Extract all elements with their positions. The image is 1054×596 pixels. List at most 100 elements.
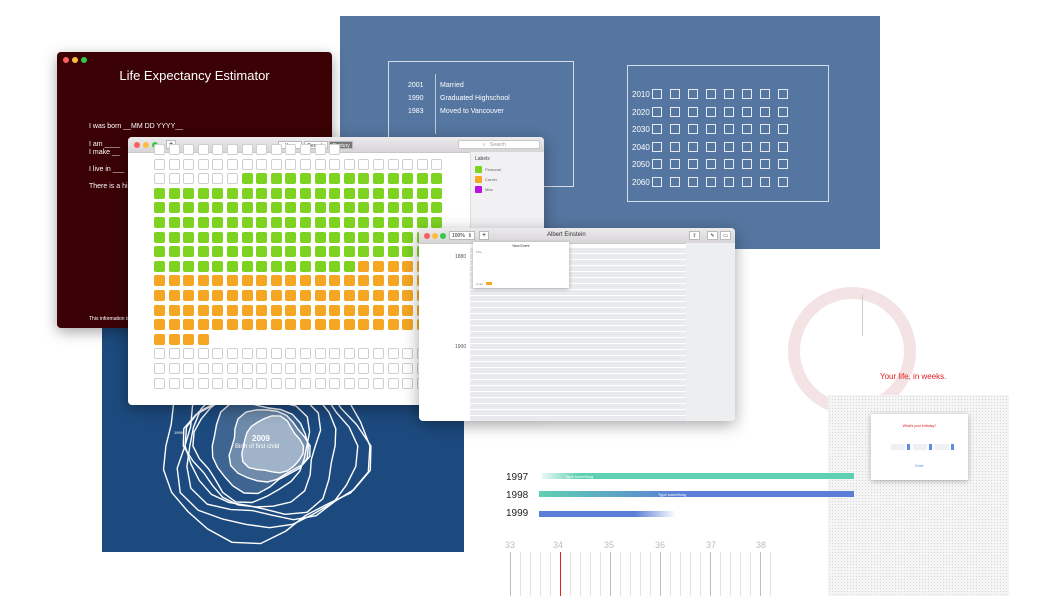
week-cell[interactable] bbox=[270, 173, 282, 185]
week-cell[interactable] bbox=[416, 158, 428, 170]
week-cell[interactable] bbox=[168, 158, 180, 170]
week-cell[interactable] bbox=[154, 173, 165, 185]
event-row[interactable] bbox=[470, 368, 686, 373]
week-cell[interactable] bbox=[387, 202, 399, 214]
week-cell[interactable] bbox=[227, 246, 238, 258]
week-cell[interactable] bbox=[197, 363, 209, 374]
week-cell[interactable] bbox=[358, 290, 370, 301]
week-cell[interactable] bbox=[343, 158, 355, 170]
week-cell[interactable] bbox=[387, 217, 399, 228]
week-cell[interactable] bbox=[343, 304, 355, 316]
week-cell[interactable] bbox=[402, 304, 414, 316]
week-cell[interactable] bbox=[183, 377, 195, 389]
week-cell[interactable] bbox=[285, 217, 297, 228]
week-cell[interactable] bbox=[314, 173, 326, 185]
week-cell[interactable] bbox=[241, 290, 253, 301]
week-cell[interactable] bbox=[154, 319, 165, 331]
week-cell[interactable] bbox=[241, 231, 253, 243]
week-cell[interactable] bbox=[227, 217, 238, 228]
week-cell[interactable] bbox=[270, 377, 282, 389]
week-cell[interactable] bbox=[285, 173, 297, 185]
week-cell[interactable] bbox=[329, 377, 341, 389]
week-cell[interactable] bbox=[300, 173, 311, 185]
week-cell[interactable] bbox=[241, 319, 253, 331]
week-cell[interactable] bbox=[212, 275, 224, 287]
close-button[interactable] bbox=[424, 233, 430, 239]
week-cell[interactable] bbox=[168, 173, 180, 185]
week-cell[interactable] bbox=[387, 377, 399, 389]
week-cell[interactable] bbox=[358, 304, 370, 316]
week-cell[interactable] bbox=[270, 202, 282, 214]
week-cell[interactable] bbox=[285, 260, 297, 272]
week-cell[interactable] bbox=[402, 290, 414, 301]
week-cell[interactable] bbox=[402, 377, 414, 389]
week-cell[interactable] bbox=[168, 319, 180, 331]
week-cell[interactable] bbox=[183, 231, 195, 243]
week-cell[interactable] bbox=[343, 260, 355, 272]
week-cell[interactable] bbox=[387, 231, 399, 243]
week-cell[interactable] bbox=[343, 173, 355, 185]
week-cell[interactable] bbox=[241, 363, 253, 374]
year-square[interactable] bbox=[760, 177, 770, 187]
week-cell[interactable] bbox=[197, 158, 209, 170]
minimize-button[interactable] bbox=[432, 233, 438, 239]
event-row[interactable] bbox=[470, 416, 686, 421]
week-cell[interactable] bbox=[227, 290, 238, 301]
zoom-button[interactable] bbox=[440, 233, 446, 239]
week-cell[interactable] bbox=[285, 187, 297, 199]
week-cell[interactable] bbox=[270, 187, 282, 199]
week-cell[interactable] bbox=[256, 231, 268, 243]
minimize-button[interactable] bbox=[72, 57, 78, 63]
year-square[interactable] bbox=[760, 106, 770, 117]
week-cell[interactable] bbox=[197, 202, 209, 214]
year-square[interactable] bbox=[778, 106, 788, 117]
year-square[interactable] bbox=[760, 124, 770, 135]
week-cell[interactable] bbox=[314, 144, 326, 155]
week-cell[interactable] bbox=[270, 260, 282, 272]
week-cell[interactable] bbox=[197, 275, 209, 287]
label-swatch[interactable] bbox=[475, 166, 482, 173]
year-square[interactable] bbox=[778, 141, 788, 152]
week-cell[interactable] bbox=[227, 144, 238, 155]
event-row[interactable] bbox=[470, 362, 686, 367]
week-cell[interactable] bbox=[212, 173, 224, 185]
week-cell[interactable] bbox=[183, 173, 195, 185]
year-square[interactable] bbox=[670, 124, 680, 135]
week-cell[interactable] bbox=[183, 217, 195, 228]
week-cell[interactable] bbox=[329, 158, 341, 170]
week-cell[interactable] bbox=[416, 202, 428, 214]
week-cell[interactable] bbox=[329, 290, 341, 301]
week-cell[interactable] bbox=[285, 290, 297, 301]
event-row[interactable] bbox=[470, 248, 686, 253]
week-cell[interactable] bbox=[358, 363, 370, 374]
week-cell[interactable] bbox=[300, 260, 311, 272]
week-cell[interactable] bbox=[387, 290, 399, 301]
close-button[interactable] bbox=[134, 142, 140, 148]
event-row[interactable] bbox=[470, 338, 686, 343]
week-cell[interactable] bbox=[343, 348, 355, 360]
event-row[interactable] bbox=[470, 260, 686, 265]
week-cell[interactable] bbox=[212, 231, 224, 243]
week-cell[interactable] bbox=[373, 217, 384, 228]
week-cell[interactable] bbox=[314, 275, 326, 287]
day-input[interactable] bbox=[913, 444, 927, 450]
week-cell[interactable] bbox=[402, 217, 414, 228]
label-swatch[interactable] bbox=[475, 186, 482, 193]
year-square[interactable] bbox=[670, 141, 680, 152]
year-square[interactable] bbox=[652, 159, 662, 170]
year-square[interactable] bbox=[706, 141, 716, 152]
week-cell[interactable] bbox=[314, 202, 326, 214]
week-cell[interactable] bbox=[373, 377, 384, 389]
week-cell[interactable] bbox=[285, 144, 297, 155]
year-square[interactable] bbox=[778, 159, 788, 170]
year-input[interactable] bbox=[935, 444, 949, 450]
week-cell[interactable] bbox=[373, 158, 384, 170]
age-field[interactable]: I am ____ bbox=[89, 141, 121, 148]
week-cell[interactable] bbox=[329, 231, 341, 243]
year-square[interactable] bbox=[670, 177, 680, 187]
year-square[interactable] bbox=[706, 124, 716, 135]
event-row[interactable] bbox=[470, 332, 686, 337]
week-cell[interactable] bbox=[358, 158, 370, 170]
week-cell[interactable] bbox=[343, 377, 355, 389]
week-cell[interactable] bbox=[343, 363, 355, 374]
